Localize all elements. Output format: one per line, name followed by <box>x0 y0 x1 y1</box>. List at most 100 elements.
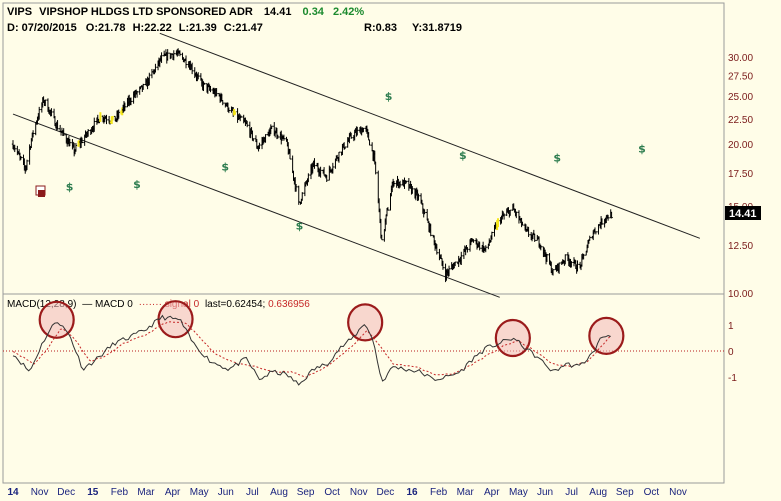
bar-low: L:21.39 <box>179 22 217 34</box>
svg-text:VIPS VIPSHOP HLDGS LTD S: VIPS VIPSHOP HLDGS LTD SPONSORED ADR 14.… <box>7 6 364 18</box>
month-tick-label: May <box>509 487 528 498</box>
price-bar <box>460 251 463 266</box>
price-change: 0.34 <box>303 6 325 18</box>
price-bar <box>227 107 231 114</box>
macd-tick-label: -1 <box>728 373 737 384</box>
price-bar <box>527 226 530 237</box>
price-bar <box>453 261 457 267</box>
price-bar <box>343 146 347 150</box>
price-bar <box>405 180 408 184</box>
price-bar <box>466 247 469 253</box>
price-bar <box>44 99 47 107</box>
price-bar <box>576 260 579 272</box>
plot-frame <box>2 2 725 484</box>
macd-highlight-circle <box>347 303 384 342</box>
price-bar <box>331 162 335 174</box>
price-bar <box>13 144 16 153</box>
macd-last: last=0.62454; <box>205 299 265 310</box>
price-bar <box>564 254 567 265</box>
price-bar <box>551 269 555 276</box>
price-bar <box>368 139 371 146</box>
trendlines <box>12 32 701 298</box>
price-bar <box>423 209 426 215</box>
price-bar <box>117 109 120 119</box>
price-bar <box>172 50 175 61</box>
price-bar <box>38 106 41 120</box>
macd-legend-zero: MACD 0 <box>95 299 133 310</box>
price-bar <box>270 125 273 130</box>
month-tick-label: May <box>190 487 209 498</box>
macd-line <box>12 314 611 386</box>
price-bar <box>441 260 445 270</box>
price-bar <box>252 138 255 142</box>
year-tick-label: 15 <box>87 487 99 498</box>
month-tick-label: Mar <box>457 487 475 498</box>
dollar-marker: $ <box>638 142 646 155</box>
trendline-upper <box>159 32 701 239</box>
dollar-marker: $ <box>221 161 229 174</box>
month-tick-label: Jul <box>565 487 578 498</box>
price-bar <box>25 159 29 171</box>
trendline-lower <box>12 113 500 298</box>
price-bar <box>99 112 102 122</box>
price-bar <box>533 233 536 242</box>
dollar-marker: $ <box>385 90 393 103</box>
price-tick-label: 27.50 <box>728 72 753 83</box>
price-bar <box>197 72 200 80</box>
month-tick-label: Jul <box>246 487 259 498</box>
bar-close: C:21.47 <box>224 22 263 34</box>
price-bar <box>502 213 506 220</box>
price-bar <box>337 151 341 163</box>
macd-highlight-circle <box>494 318 531 358</box>
price-bar <box>50 108 53 117</box>
macd-tick-label: 0 <box>728 347 734 358</box>
price-bar <box>496 218 500 228</box>
price-bar <box>276 134 279 139</box>
price-bar <box>190 62 194 75</box>
price-bar <box>203 82 206 85</box>
month-tick-label: Oct <box>644 487 660 498</box>
month-tick-label: Aug <box>270 487 288 498</box>
price-bar <box>19 156 23 160</box>
bar-open: O:21.78 <box>86 22 126 34</box>
price-bar <box>160 52 163 63</box>
y-readout: Y:31.8719 <box>412 22 462 34</box>
price-bar <box>105 114 108 125</box>
price-change-pct: 2.42% <box>333 6 364 18</box>
price-bar <box>325 174 328 182</box>
price-tick-label: 22.50 <box>728 115 753 126</box>
price-bar <box>472 239 475 243</box>
last-price: 14.41 <box>264 6 292 18</box>
price-bar <box>282 134 286 141</box>
price-bar <box>215 88 218 97</box>
price-bars <box>11 48 613 283</box>
price-tick-label: 17.50 <box>728 169 753 180</box>
month-tick-label: Nov <box>669 487 687 498</box>
price-bar <box>154 63 157 73</box>
macd-lines <box>12 314 612 386</box>
dividend-markers: $ $ $ $ $ $ $ $ <box>66 90 646 232</box>
last-price-label: 14.41 <box>725 206 761 220</box>
month-tick-label: Apr <box>484 487 500 498</box>
month-tick-label: Feb <box>111 487 129 498</box>
company-name: VIPSHOP HLDGS LTD SPONSORED ADR <box>39 6 253 18</box>
month-tick-label: Aug <box>589 487 607 498</box>
price-bar <box>129 97 133 106</box>
price-bar <box>539 244 543 251</box>
price-bar <box>582 253 585 260</box>
year-tick-label: 14 <box>7 487 19 498</box>
last-price-box <box>725 206 761 220</box>
month-tick-label: Nov <box>350 487 368 498</box>
price-bar <box>356 126 359 136</box>
macd-highlight-circle <box>38 300 75 339</box>
dollar-marker: $ <box>459 149 467 162</box>
month-tick-label: Mar <box>137 487 155 498</box>
price-bar <box>588 235 591 241</box>
price-bar <box>392 180 396 187</box>
price-bar <box>93 117 96 132</box>
month-tick-label: Oct <box>324 487 340 498</box>
month-tick-label: Jun <box>537 487 553 498</box>
price-tick-label: 30.00 <box>728 53 753 64</box>
